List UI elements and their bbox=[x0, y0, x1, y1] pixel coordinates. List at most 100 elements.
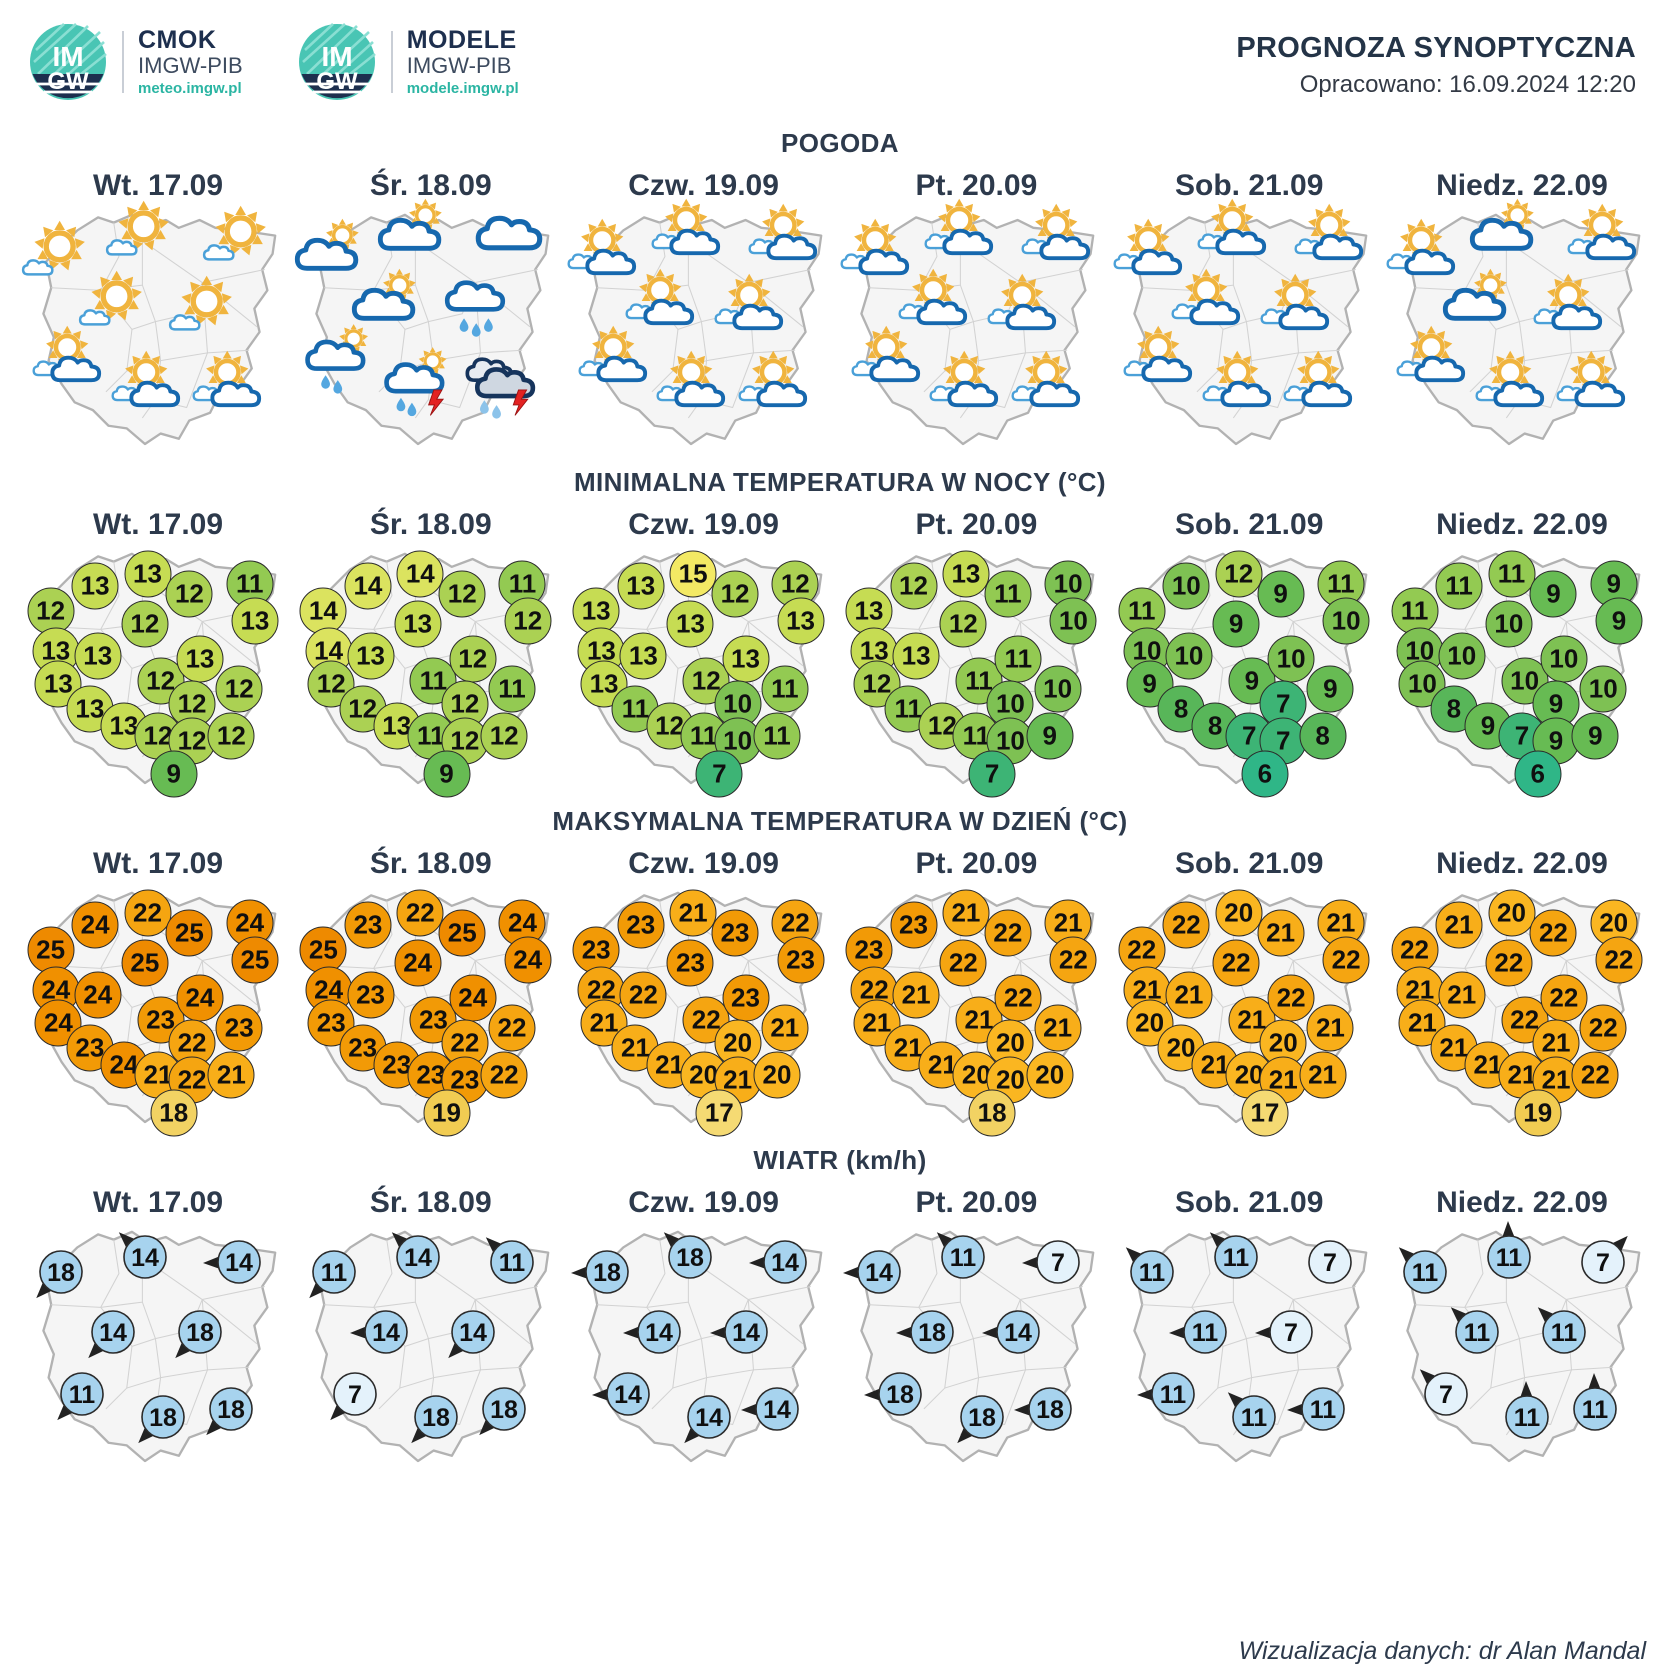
sun-small-cloud-icon bbox=[101, 191, 179, 269]
temperature-value: 23 bbox=[722, 974, 769, 1021]
temperature-value: 10 bbox=[1485, 600, 1533, 647]
wind-speed-value: 7 bbox=[1568, 1227, 1638, 1297]
header: IM GW CMOK IMGW-PIB meteo.imgw.pl IM GW bbox=[0, 0, 1680, 118]
temperature-value: 21 bbox=[942, 889, 990, 936]
wind-speed-value: 11 bbox=[299, 1237, 369, 1307]
temperature-value: 20 bbox=[753, 1051, 801, 1099]
svg-text:14: 14 bbox=[225, 1249, 253, 1277]
temperature-value: 6 bbox=[1514, 750, 1562, 797]
wind-speed-value: 11 bbox=[1137, 1359, 1208, 1429]
map-tmax-day2: 25 23 22 25 24 24 24 24 23 23 23 23 23 24 22 22 23 23 22 19 bbox=[299, 885, 562, 1136]
day-column: Śr. 18.09 11 14 11 14 14 7 18 18 bbox=[299, 1178, 563, 1474]
sun-small-cloud-icon bbox=[17, 211, 95, 289]
temperature-value: 10 bbox=[1034, 665, 1082, 712]
svg-text:18: 18 bbox=[887, 1381, 915, 1409]
temperature-value: 21 bbox=[1165, 971, 1213, 1019]
svg-text:18: 18 bbox=[1036, 1396, 1064, 1424]
temperature-value: 24 bbox=[71, 901, 119, 949]
svg-text:IM: IM bbox=[52, 41, 83, 72]
partly-cloudy-icon bbox=[709, 266, 787, 344]
temperature-value: 14 bbox=[396, 550, 444, 597]
svg-text:14: 14 bbox=[866, 1259, 894, 1287]
svg-text:14: 14 bbox=[614, 1381, 642, 1409]
partly-cloudy-icon bbox=[106, 343, 184, 421]
footer-credit: Wizualizacja danych: dr Alan Mandal bbox=[1238, 1637, 1646, 1665]
day-label: Śr. 18.09 bbox=[369, 847, 492, 880]
temperature-value: 23 bbox=[890, 901, 937, 949]
wind-speed-value: 18 bbox=[1013, 1374, 1085, 1444]
day-label: Niedz. 22.09 bbox=[1436, 169, 1608, 202]
partly-cloudy-icon bbox=[1255, 266, 1333, 344]
day-column: Pt. 20.09 23 23 21 22 21 22 22 22 21 21 21 21 21 22 20… bbox=[844, 839, 1108, 1136]
partly-cloudy-icon bbox=[1278, 343, 1356, 421]
day-label: Niedz. 22.09 bbox=[1436, 508, 1608, 541]
temperature-value: 18 bbox=[968, 1089, 1016, 1136]
svg-text:11: 11 bbox=[1464, 1319, 1491, 1347]
temperature-value: 11 bbox=[753, 712, 801, 760]
temperature-value: 13 bbox=[845, 587, 893, 635]
day-column: Śr. 18.09 25 23 22 25 24 24 24 24 23 23 23 23 23 24 22… bbox=[299, 839, 563, 1136]
temperature-value: 13 bbox=[124, 550, 172, 597]
logo-cmok-name: CMOK bbox=[138, 25, 217, 54]
temperature-value: 23 bbox=[215, 1004, 263, 1051]
partly-cloudy-icon bbox=[733, 343, 811, 421]
partly-cloudy-icon bbox=[1470, 343, 1548, 421]
day-column: Sob. 21.09 bbox=[1113, 161, 1381, 457]
logo-cmok: IM GW CMOK IMGW-PIB meteo.imgw.pl bbox=[28, 22, 243, 102]
section-title-pogoda: POGODA bbox=[781, 128, 899, 158]
wind-speed-value: 18 bbox=[469, 1374, 539, 1444]
wind-speed-value: 14 bbox=[740, 1374, 812, 1444]
temperature-value: 12 bbox=[449, 635, 497, 682]
svg-text:18: 18 bbox=[490, 1396, 518, 1424]
svg-text:11: 11 bbox=[321, 1259, 348, 1287]
temperature-value: 13 bbox=[394, 600, 442, 647]
svg-text:GW: GW bbox=[47, 68, 89, 95]
temperature-value: 20 bbox=[1488, 889, 1535, 936]
map-tmax-day3: 23 23 21 23 22 23 23 22 22 21 21 21 22 23 20 21 20 21 20 17 bbox=[572, 885, 835, 1136]
temperature-value: 20 bbox=[1026, 1051, 1074, 1099]
map-pogoda-day2 bbox=[294, 198, 562, 457]
sun-small-cloud-icon bbox=[198, 196, 276, 274]
day-label: Śr. 18.09 bbox=[369, 169, 492, 202]
cloud-rain-icon bbox=[436, 266, 514, 344]
temperature-value: 22 bbox=[771, 899, 819, 946]
map-wiatr-day6: 11 11 7 11 11 7 11 11 bbox=[1391, 1220, 1653, 1474]
logo-divider bbox=[122, 31, 124, 93]
wind-speed-value: 18 bbox=[864, 1359, 935, 1429]
day-label: Sob. 21.09 bbox=[1174, 508, 1324, 541]
mostly-cloudy-icon bbox=[290, 211, 368, 289]
wind-speed-value: 11 bbox=[928, 1222, 998, 1292]
temperature-value: 20 bbox=[1126, 999, 1174, 1046]
svg-text:11: 11 bbox=[950, 1244, 977, 1272]
svg-text:18: 18 bbox=[149, 1404, 177, 1432]
wind-speed-value: 11 bbox=[1117, 1237, 1187, 1307]
temperature-value: 25 bbox=[438, 909, 486, 956]
map-pogoda-day1 bbox=[21, 200, 289, 457]
temperature-value: 12 bbox=[939, 600, 987, 647]
wind-speed-value: 11 bbox=[1219, 1382, 1289, 1452]
svg-text:18: 18 bbox=[968, 1404, 996, 1432]
day-column: Sob. 21.09 11 10 12 9 11 10 9 10 10 9 8 8 9 10 7 9 7 7 8 6 bbox=[1117, 500, 1381, 797]
temperature-value: 13 bbox=[71, 562, 119, 610]
section-pogoda: POGODA Wt. 17.09 Śr. 18.09 Czw. 19.09 Pt.… bbox=[0, 128, 1680, 457]
day-label: Czw. 19.09 bbox=[628, 847, 779, 880]
partly-cloudy-icon bbox=[1166, 261, 1244, 339]
temperature-value: 22 bbox=[1162, 901, 1210, 949]
temperature-value: 23 bbox=[617, 901, 665, 949]
wind-speed-value: 14 bbox=[350, 1297, 421, 1367]
temperature-value: 12 bbox=[165, 570, 213, 617]
temperature-value: 12 bbox=[207, 712, 255, 760]
temperature-value: 13 bbox=[66, 685, 114, 732]
logo-cmok-org: IMGW-PIB bbox=[138, 52, 243, 78]
temperature-value: 22 bbox=[939, 939, 987, 986]
temperature-value: 24 bbox=[74, 971, 122, 1019]
temperature-value: 11 bbox=[984, 570, 1032, 617]
svg-text:11: 11 bbox=[1514, 1404, 1541, 1432]
map-wiatr-day4: 14 11 7 18 14 18 18 18 bbox=[843, 1222, 1107, 1474]
wind-speed-value: 11 bbox=[477, 1227, 547, 1297]
partly-cloudy-icon bbox=[562, 211, 640, 289]
day-label: Sob. 21.09 bbox=[1174, 1186, 1324, 1219]
temperature-value: 13 bbox=[666, 600, 714, 647]
dark-storm-icon bbox=[460, 343, 538, 421]
temperature-value: 21 bbox=[1435, 901, 1483, 949]
